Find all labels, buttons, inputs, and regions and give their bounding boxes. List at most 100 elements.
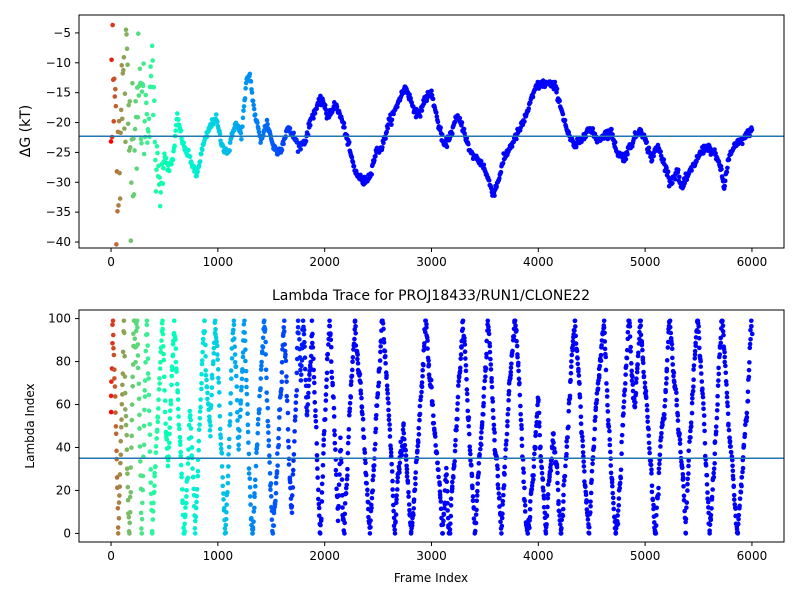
lambda-point bbox=[466, 415, 472, 420]
lambda-point bbox=[128, 465, 134, 470]
lambda-point bbox=[638, 332, 644, 338]
lambda-point bbox=[625, 329, 631, 335]
lambda-point bbox=[231, 322, 237, 328]
lambda-point bbox=[445, 508, 450, 513]
lambda-point bbox=[381, 326, 386, 332]
lambda-point bbox=[155, 415, 161, 420]
dg-point bbox=[494, 184, 499, 189]
lambda-point bbox=[254, 442, 260, 447]
lambda-point bbox=[143, 348, 149, 354]
dg-point bbox=[241, 104, 247, 109]
lambda-point bbox=[720, 318, 725, 324]
dg-point bbox=[713, 151, 718, 156]
dg-point bbox=[110, 22, 115, 28]
lambda-point bbox=[521, 470, 527, 475]
lambda-point bbox=[610, 490, 616, 496]
lambda-point bbox=[292, 429, 297, 434]
lambda-point bbox=[602, 339, 608, 344]
lambda-point bbox=[273, 490, 279, 496]
lambda-point bbox=[615, 521, 621, 527]
lambda-point bbox=[415, 443, 421, 449]
lambda-point bbox=[225, 490, 230, 495]
lambda-point bbox=[564, 444, 570, 449]
lambda-point bbox=[320, 462, 326, 468]
lambda-point bbox=[658, 444, 663, 449]
lambda-point bbox=[651, 502, 656, 508]
dg-point bbox=[123, 139, 128, 145]
lambda-point bbox=[382, 348, 388, 354]
lambda-point bbox=[245, 402, 250, 407]
lambda-point bbox=[746, 367, 752, 373]
lambda-point bbox=[113, 431, 119, 437]
lambda-point bbox=[168, 398, 174, 403]
lambda-point bbox=[204, 384, 210, 390]
lambda-point bbox=[445, 500, 450, 506]
lambda-point bbox=[124, 447, 130, 452]
lambda-point bbox=[575, 361, 581, 367]
lambda-point bbox=[369, 495, 375, 501]
dg-point bbox=[140, 83, 146, 89]
lambda-point bbox=[480, 412, 486, 417]
lambda-point bbox=[611, 500, 616, 506]
lambda-point bbox=[474, 498, 480, 504]
lambda-point bbox=[604, 381, 609, 386]
lambda-point bbox=[271, 523, 277, 528]
dg-point bbox=[153, 189, 159, 194]
lambda-point bbox=[254, 450, 259, 456]
lambda-point bbox=[580, 438, 585, 443]
lambda-point bbox=[345, 440, 351, 446]
lambda-ytick-label: 60 bbox=[56, 398, 71, 412]
lambda-point bbox=[124, 432, 130, 438]
lambda-point bbox=[685, 488, 690, 493]
lambda-point bbox=[188, 426, 194, 431]
dg-point bbox=[138, 136, 144, 142]
lambda-point bbox=[217, 414, 223, 419]
lambda-point bbox=[581, 459, 586, 464]
lambda-point bbox=[561, 499, 566, 504]
dg-point bbox=[481, 162, 487, 168]
lambda-point bbox=[635, 362, 640, 367]
lambda-point bbox=[170, 341, 176, 347]
lambda-point bbox=[643, 395, 649, 401]
lambda-point bbox=[291, 458, 296, 463]
lambda-xtick-label: 1000 bbox=[203, 549, 234, 563]
dg-point bbox=[241, 108, 246, 113]
dg-point bbox=[157, 203, 163, 209]
lambda-point bbox=[178, 442, 183, 447]
lambda-point bbox=[479, 430, 484, 435]
lambda-point bbox=[722, 349, 727, 355]
lambda-point bbox=[112, 367, 117, 372]
dg-point bbox=[486, 178, 492, 183]
lambda-point bbox=[468, 451, 473, 457]
lambda-point bbox=[416, 432, 422, 437]
lambda-point bbox=[419, 380, 425, 385]
lambda-point bbox=[516, 368, 521, 374]
lambda-point bbox=[263, 339, 268, 345]
lambda-point bbox=[696, 345, 702, 351]
lambda-point bbox=[557, 508, 562, 514]
lambda-point bbox=[712, 439, 718, 444]
lambda-point bbox=[119, 401, 125, 407]
lambda-point bbox=[266, 430, 271, 435]
lambda-point bbox=[665, 345, 671, 350]
lambda-point bbox=[573, 333, 579, 339]
lambda-point bbox=[246, 466, 252, 471]
dg-point bbox=[186, 147, 191, 153]
lambda-point bbox=[483, 366, 489, 371]
lambda-point bbox=[113, 424, 119, 429]
lambda-point bbox=[560, 506, 566, 512]
lambda-point bbox=[725, 403, 730, 409]
lambda-point bbox=[607, 442, 613, 448]
lambda-point bbox=[208, 403, 214, 408]
lambda-point bbox=[151, 489, 157, 495]
lambda-point bbox=[203, 342, 208, 348]
lambda-point bbox=[740, 465, 746, 471]
lambda-point bbox=[376, 380, 382, 386]
lambda-point bbox=[205, 396, 210, 402]
dg-point bbox=[135, 31, 141, 36]
lambda-point bbox=[344, 476, 350, 482]
lambda-point bbox=[464, 376, 469, 382]
lambda-point bbox=[268, 487, 273, 493]
lambda-point bbox=[447, 531, 453, 536]
lambda-point bbox=[183, 500, 189, 506]
